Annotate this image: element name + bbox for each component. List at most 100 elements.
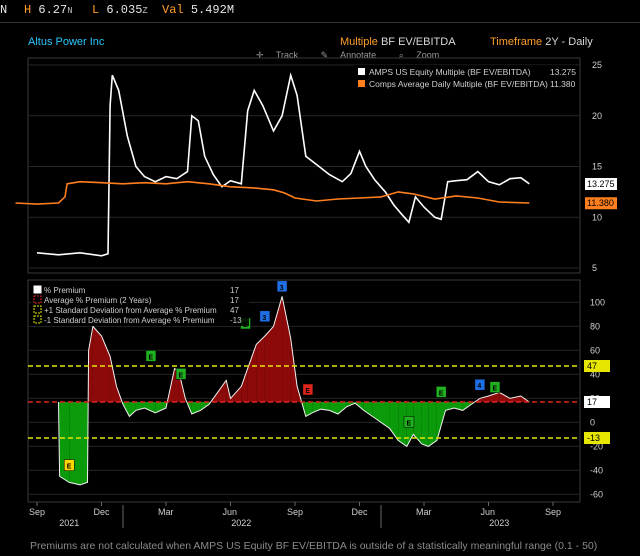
- quote-low-value: 6.035: [106, 3, 143, 17]
- premium-area-positive: [256, 336, 265, 402]
- event-marker-label: E: [492, 386, 497, 393]
- top-y-tick-label: 20: [592, 111, 602, 121]
- x-tick-label: Sep: [29, 507, 45, 517]
- x-year-label: 2023: [489, 518, 509, 528]
- event-marker-label: 3: [280, 285, 284, 292]
- event-marker-label: E: [67, 464, 72, 471]
- x-year-label: 2022: [231, 518, 251, 528]
- multiple-value: BF EV/EBITDA: [380, 36, 456, 48]
- quote-left-label: N: [0, 3, 8, 17]
- premium-area-negative: [305, 402, 313, 417]
- bottom-right-badge-label: 17: [587, 397, 597, 407]
- x-tick-label: Sep: [287, 507, 303, 517]
- magnifier-icon: ⌕: [398, 50, 404, 60]
- premium-area-positive: [499, 392, 510, 402]
- bottom-y-tick-label: 40: [590, 369, 600, 379]
- top-legend-box: [354, 65, 576, 91]
- timeframe-value: 2Y - Daily: [545, 36, 593, 48]
- event-marker-label: E: [148, 354, 153, 361]
- timeframe-label: Timeframe: [490, 36, 543, 48]
- top-y-tick-label: 25: [592, 60, 602, 70]
- bottom-legend-label: +1 Standard Deviation from Average % Pre…: [44, 306, 217, 315]
- bottom-y-tick-label: 0: [590, 417, 595, 427]
- event-marker: [474, 378, 486, 391]
- event-marker: [175, 368, 187, 380]
- event-marker: [302, 383, 314, 396]
- event-marker: [64, 459, 75, 471]
- premium-area-positive: [282, 296, 291, 402]
- bottom-legend-swatch: [33, 285, 42, 294]
- top-legend-value: 13.275: [550, 67, 576, 77]
- premium-area-negative: [413, 402, 422, 444]
- bottom-legend-value: 17: [230, 286, 239, 295]
- bottom-y-tick-label: -60: [590, 489, 603, 499]
- top-y-tick-label: 5: [592, 263, 597, 273]
- annotate-tool[interactable]: ✎ Annotate: [321, 50, 387, 60]
- bottom-legend-label: Average % Premium (2 Years): [44, 296, 152, 305]
- premium-area-negative: [436, 402, 446, 441]
- event-marker: [145, 350, 157, 362]
- top-panel-frame: [27, 57, 581, 274]
- premium-area-positive: [510, 396, 521, 402]
- crosshair-icon: ✛: [256, 50, 264, 60]
- premium-line: [58, 296, 530, 486]
- event-marker-label: E: [179, 372, 184, 379]
- x-tick-label: Jun: [481, 507, 496, 517]
- premium-area-positive: [273, 296, 283, 402]
- footnote: Premiums are not calculated when AMPS US…: [30, 540, 598, 552]
- event-marker-label: E: [305, 388, 310, 395]
- annotate-label: Annotate: [340, 50, 377, 60]
- premium-area-negative: [363, 402, 373, 417]
- amps-last-value: 13.275: [587, 179, 615, 189]
- chart-toolbar: ✛ Track ✎ Annotate ⌕ Zoom: [256, 50, 459, 61]
- premium-area-negative: [381, 402, 390, 429]
- premium-area-negative: [155, 402, 166, 413]
- comps-last-value-badge: [585, 197, 617, 210]
- amps-last-value-badge: [585, 178, 617, 191]
- premium-area-positive: [110, 356, 117, 402]
- quote-low-label: L: [92, 3, 100, 17]
- bottom-y-tick-label: 100: [590, 297, 605, 307]
- premium-area-negative: [129, 402, 136, 417]
- x-year-label: 2021: [59, 518, 79, 528]
- quote-high-suffix: N: [67, 6, 73, 16]
- bottom-legend-swatch: [33, 305, 42, 314]
- premium-area-positive: [247, 344, 257, 402]
- premium-area-positive: [264, 326, 274, 402]
- bottom-right-badge: [584, 396, 610, 408]
- premium-area-positive: [479, 396, 489, 402]
- event-marker: [435, 386, 447, 398]
- header-divider: [0, 22, 640, 23]
- quote-high: H 6.27N: [24, 3, 73, 17]
- bottom-panel-frame: [27, 279, 581, 503]
- top-legend-value: 11.380: [550, 79, 576, 89]
- premium-area-positive: [241, 368, 248, 402]
- event-marker-label: 3: [262, 315, 266, 322]
- event-marker: [489, 381, 501, 393]
- zoom-tool[interactable]: ⌕ Zoom: [399, 50, 450, 60]
- top-legend-label: Comps Average Daily Multiple (BF EV/EBIT…: [369, 79, 548, 89]
- multiple-selector[interactable]: Multiple BF EV/EBITDA: [340, 36, 456, 48]
- bottom-right-badge-label: -13: [587, 433, 600, 443]
- quote-low-suffix: Z: [142, 6, 148, 16]
- premium-area-positive: [230, 386, 242, 402]
- premium-area-negative: [69, 402, 80, 485]
- bottom-y-tick-label: 60: [590, 345, 600, 355]
- bottom-right-badge-label: 47: [587, 361, 597, 371]
- timeframe-selector[interactable]: Timeframe 2Y - Daily: [490, 36, 593, 48]
- premium-area-negative: [320, 402, 330, 411]
- bottom-y-tick-label: -40: [590, 465, 603, 475]
- quote-low: L 6.035Z: [92, 3, 148, 17]
- top-y-tick-label: 10: [592, 212, 602, 222]
- track-tool[interactable]: ✛ Track: [256, 50, 308, 60]
- x-tick-label: Mar: [158, 507, 174, 517]
- premium-area-negative: [398, 402, 407, 447]
- event-marker: [259, 310, 271, 323]
- top-y-tick-label: 15: [592, 162, 602, 172]
- premium-area-negative: [338, 402, 347, 414]
- track-label: Track: [275, 50, 299, 60]
- event-marker-label: 4: [477, 383, 481, 390]
- event-marker: [403, 416, 415, 428]
- premium-area-positive: [217, 380, 227, 402]
